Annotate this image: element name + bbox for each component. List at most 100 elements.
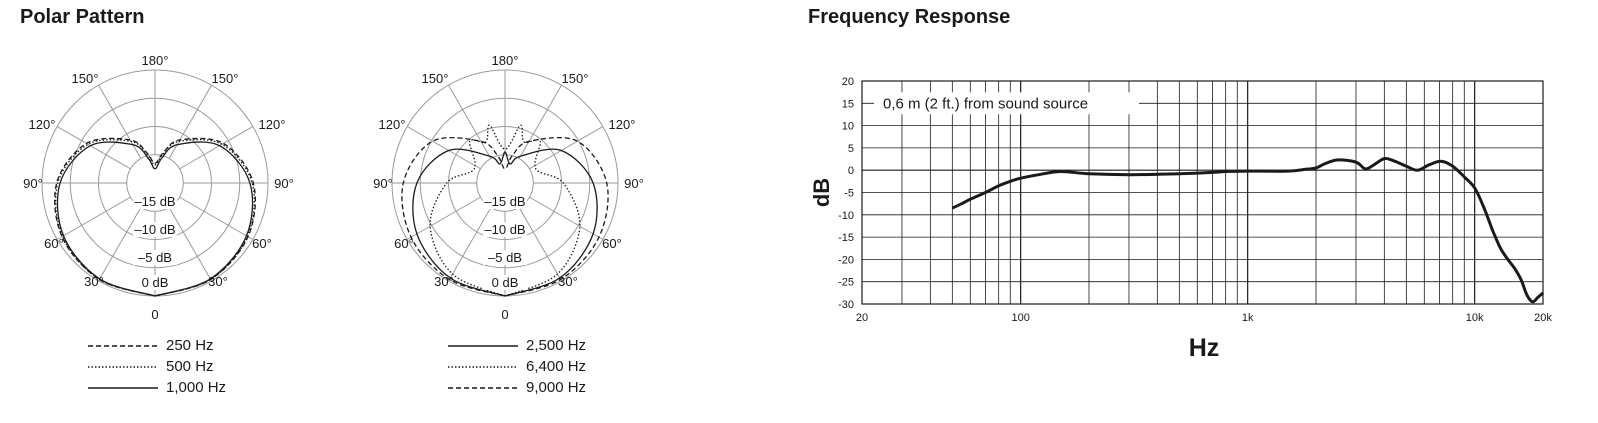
- ring-label: –10 dB: [134, 222, 175, 237]
- polar-series-2500hz: [412, 148, 598, 297]
- polar-series-1000hz: [56, 141, 254, 297]
- legend-label: 2,500 Hz: [526, 337, 587, 354]
- y-tick-label: -30: [838, 299, 854, 311]
- polar-spoke: [448, 207, 492, 282]
- angle-label-60-right: 60°: [252, 236, 272, 251]
- ring-label: –5 dB: [138, 250, 172, 265]
- legend-label: 250 Hz: [166, 337, 214, 354]
- legend-line-swatch: [88, 386, 158, 389]
- ring-label: –5 dB: [488, 250, 522, 265]
- angle-label-120-right: 120°: [259, 117, 286, 132]
- ring-label: 0 dB: [492, 275, 519, 290]
- polar-series-250hz: [54, 137, 256, 297]
- y-axis-label: dB: [809, 178, 834, 207]
- angle-label-90-right: 90°: [274, 176, 294, 191]
- polar-pattern-chart-low: 180° 150° 150° 120° 120° 90° 90° 60° 60° 30° 30° 0 0…: [23, 53, 294, 322]
- legend-item: 2,500 Hz: [448, 335, 586, 356]
- legend-label: 9,000 Hz: [526, 379, 587, 396]
- ring-label-bg: [133, 275, 177, 290]
- angle-label-90-left: 90°: [373, 176, 393, 191]
- y-tick-label: 0: [848, 165, 854, 177]
- legend-line-swatch: [448, 344, 518, 347]
- ring-label-bg: [483, 250, 527, 265]
- y-tick-label: -15: [838, 232, 854, 244]
- frequency-response-title: Frequency Response: [808, 6, 1011, 28]
- ring-label: –10 dB: [484, 222, 525, 237]
- annotation-text: 0,6 m (2 ft.) from sound source: [883, 95, 1088, 112]
- legend-line-swatch: [448, 386, 518, 389]
- y-tick-label: 5: [848, 143, 854, 155]
- angle-label-180: 180°: [142, 53, 169, 68]
- angle-label-180: 180°: [492, 53, 519, 68]
- ring-label: –15 dB: [134, 194, 175, 209]
- angle-label-120-left: 120°: [379, 117, 406, 132]
- angle-label-30-right: 30°: [558, 274, 578, 289]
- legend-item: 250 Hz: [88, 335, 226, 356]
- legend-line-swatch: [88, 344, 158, 347]
- angle-label-0: 0: [501, 307, 508, 322]
- angle-label-120-right: 120°: [609, 117, 636, 132]
- frequency-response-curve: [951, 156, 1545, 304]
- legend-item: 6,400 Hz: [448, 356, 586, 377]
- angle-label-90-left: 90°: [23, 176, 43, 191]
- polar-spoke: [179, 126, 254, 170]
- legend-item: 9,000 Hz: [448, 377, 586, 398]
- polar-spoke: [406, 126, 481, 170]
- x-tick-label: 1k: [1242, 312, 1254, 324]
- polar-series-9000hz: [401, 136, 609, 297]
- ring-label-bg: [133, 250, 177, 265]
- ring-label: –15 dB: [484, 194, 525, 209]
- polar-spoke: [56, 126, 131, 170]
- angle-label-150-left: 150°: [422, 71, 449, 86]
- ring-label-bg: [483, 275, 527, 290]
- polar-spoke: [406, 196, 481, 240]
- polar-legend-high: 2,500 Hz 6,400 Hz 9,000 Hz: [448, 335, 586, 398]
- x-tick-label: 20: [856, 312, 868, 324]
- legend-label: 6,400 Hz: [526, 358, 587, 375]
- angle-label-0: 0: [151, 307, 158, 322]
- polar-spoke: [518, 207, 562, 282]
- angle-label-60-left: 60°: [394, 236, 414, 251]
- polar-spoke: [98, 84, 142, 159]
- polar-pattern-title: Polar Pattern: [20, 6, 145, 28]
- polar-spoke: [98, 207, 142, 282]
- y-tick-label: 10: [842, 121, 854, 133]
- legend-item: 1,000 Hz: [88, 377, 226, 398]
- x-axis-label: Hz: [1189, 334, 1220, 362]
- angle-label-30-left: 30°: [84, 274, 104, 289]
- polar-spoke: [168, 207, 212, 282]
- angle-label-60-right: 60°: [602, 236, 622, 251]
- y-tick-label: -5: [844, 188, 854, 200]
- angle-label-150-left: 150°: [72, 71, 99, 86]
- legend-line-swatch: [88, 365, 158, 368]
- annotation-bg: [874, 92, 1139, 115]
- ring-label-bg: [133, 194, 177, 209]
- legend-label: 1,000 Hz: [166, 379, 227, 396]
- x-tick-label: 100: [1011, 312, 1029, 324]
- polar-spoke: [529, 196, 604, 240]
- legend-label: 500 Hz: [166, 358, 214, 375]
- legend-item: 500 Hz: [88, 356, 226, 377]
- ring-label-bg: [483, 222, 527, 237]
- angle-label-120-left: 120°: [29, 117, 56, 132]
- angle-label-60-left: 60°: [44, 236, 64, 251]
- polar-series-500hz: [54, 138, 256, 297]
- legend-line-swatch: [448, 365, 518, 368]
- polar-spoke: [179, 196, 254, 240]
- x-tick-label: 10k: [1466, 312, 1484, 324]
- ring-label-bg: [133, 222, 177, 237]
- y-tick-label: 20: [842, 76, 854, 88]
- y-tick-label: -20: [838, 254, 854, 266]
- ring-label: 0 dB: [142, 275, 169, 290]
- x-tick-label: 20k: [1534, 312, 1552, 324]
- polar-spoke: [529, 126, 604, 170]
- polar-pattern-chart-high: 180° 150° 150° 120° 120° 90° 90° 60° 60° 30° 30° 0 0…: [373, 53, 644, 322]
- angle-label-150-right: 150°: [562, 71, 589, 86]
- plot-frame: [861, 80, 1544, 305]
- angle-label-90-right: 90°: [624, 176, 644, 191]
- angle-label-30-right: 30°: [208, 274, 228, 289]
- angle-label-30-left: 30°: [434, 274, 454, 289]
- polar-spoke: [56, 196, 131, 240]
- polar-spoke: [448, 84, 492, 159]
